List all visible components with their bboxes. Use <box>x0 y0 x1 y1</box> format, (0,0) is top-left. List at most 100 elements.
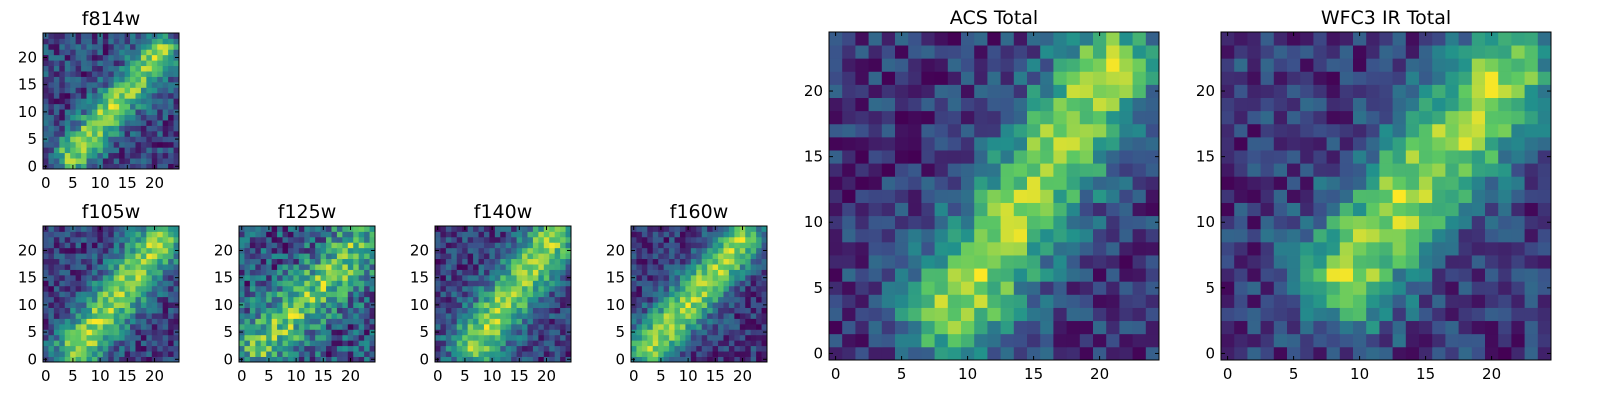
heatmap-cell <box>1106 215 1120 230</box>
heatmap-cell <box>855 346 869 361</box>
heatmap-cell <box>987 215 1001 230</box>
heatmap-cell <box>244 318 251 325</box>
heatmap-cell <box>70 280 77 287</box>
heatmap-cell <box>505 269 512 276</box>
heatmap-cell <box>489 242 496 249</box>
heatmap-cell <box>1027 346 1041 361</box>
heatmap-cell <box>255 329 262 336</box>
heatmap-cell <box>124 60 131 67</box>
heatmap-cell <box>974 150 988 164</box>
heatmap-cell <box>146 109 153 115</box>
heatmap-cell <box>987 346 1001 361</box>
heatmap-cell <box>326 247 332 254</box>
heatmap-cell <box>358 296 365 303</box>
heatmap-cell <box>647 285 654 292</box>
heatmap-cell <box>473 226 479 232</box>
heatmap-cell <box>829 136 843 151</box>
heatmap-cell <box>168 49 174 56</box>
heatmap-cell <box>1053 346 1067 361</box>
heatmap-cell <box>309 285 316 292</box>
heatmap-cell <box>266 258 273 265</box>
heatmap-cell <box>636 302 643 308</box>
heatmap-cell <box>522 340 528 347</box>
heatmap-cell <box>560 264 566 270</box>
heatmap-cell <box>244 236 251 243</box>
heatmap-cell <box>538 307 545 314</box>
heatmap-cell <box>124 323 131 330</box>
heatmap-cell <box>739 313 746 319</box>
heatmap-cell <box>326 356 332 363</box>
heatmap-cell <box>445 356 452 363</box>
heatmap-cell <box>636 340 643 347</box>
heatmap-cell <box>445 318 452 325</box>
heatmap-cell <box>108 87 115 94</box>
heatmap-cell <box>260 285 267 292</box>
heatmap-cell <box>685 269 692 276</box>
heatmap-cell <box>1066 150 1081 164</box>
heatmap-cell <box>445 313 452 319</box>
heatmap-cell <box>309 226 316 232</box>
heatmap-cell <box>108 49 115 56</box>
heatmap-cell <box>364 264 370 270</box>
heatmap-cell <box>647 231 654 238</box>
heatmap-cell <box>1260 110 1275 125</box>
heatmap-cell <box>478 334 485 341</box>
heatmap-cell <box>1234 320 1248 335</box>
heatmap-cell <box>538 296 545 303</box>
heatmap-cell <box>282 356 289 363</box>
heatmap-cell <box>1471 176 1486 190</box>
heatmap-cell <box>1485 45 1499 59</box>
heatmap-cell <box>124 351 131 357</box>
heatmap-cell <box>921 45 935 59</box>
heatmap-cell <box>59 76 66 83</box>
heatmap-cell <box>855 215 869 230</box>
heatmap-cell <box>162 340 169 347</box>
heatmap-cell <box>440 329 447 336</box>
heatmap-cell <box>146 242 153 249</box>
heatmap-cell <box>761 253 768 260</box>
heatmap-cell <box>315 340 321 347</box>
heatmap-cell <box>271 351 278 357</box>
heatmap-cell <box>895 136 909 151</box>
heatmap-cell <box>707 231 713 238</box>
heatmap-cell <box>1392 346 1407 361</box>
heatmap-cell <box>277 264 283 270</box>
heatmap-cell <box>1145 215 1160 230</box>
heatmap-cell <box>157 54 164 61</box>
heatmap-cell <box>532 313 539 319</box>
heatmap-cell <box>53 231 60 238</box>
heatmap-cell <box>293 258 300 265</box>
heatmap-cell <box>1106 346 1120 361</box>
heatmap-cell <box>119 163 125 170</box>
heatmap-cell <box>961 58 975 72</box>
heatmap-cell <box>505 329 512 336</box>
heatmap-cell <box>102 318 109 325</box>
heatmap-cell <box>679 242 686 249</box>
heatmap-cell <box>271 356 278 363</box>
heatmap-cell <box>70 242 77 249</box>
heatmap-cell <box>538 345 545 352</box>
heatmap-cell <box>868 163 883 177</box>
heatmap-cell <box>1221 215 1235 230</box>
heatmap-cell <box>1353 241 1367 256</box>
heatmap-cell <box>641 307 648 314</box>
heatmap-cell <box>146 152 153 159</box>
heatmap-cell <box>1093 268 1107 282</box>
x-tick-label: 10 <box>91 174 110 192</box>
heatmap-cell <box>1445 320 1459 335</box>
heatmap-cell <box>1040 97 1054 112</box>
heatmap-cell <box>669 356 675 363</box>
heatmap-cell <box>282 351 289 357</box>
heatmap-cell <box>113 351 120 357</box>
heatmap-cell <box>462 274 469 281</box>
heatmap-cell <box>43 125 49 132</box>
heatmap-cell <box>1273 97 1288 112</box>
heatmap-cell <box>696 302 703 308</box>
heatmap-cell <box>304 280 311 287</box>
heatmap-cell <box>1392 58 1407 72</box>
heatmap-cell <box>707 307 713 314</box>
heatmap-cell <box>91 81 98 88</box>
heatmap-cell <box>1027 136 1041 151</box>
heatmap-cell <box>478 242 485 249</box>
heatmap-cell <box>1066 228 1081 243</box>
